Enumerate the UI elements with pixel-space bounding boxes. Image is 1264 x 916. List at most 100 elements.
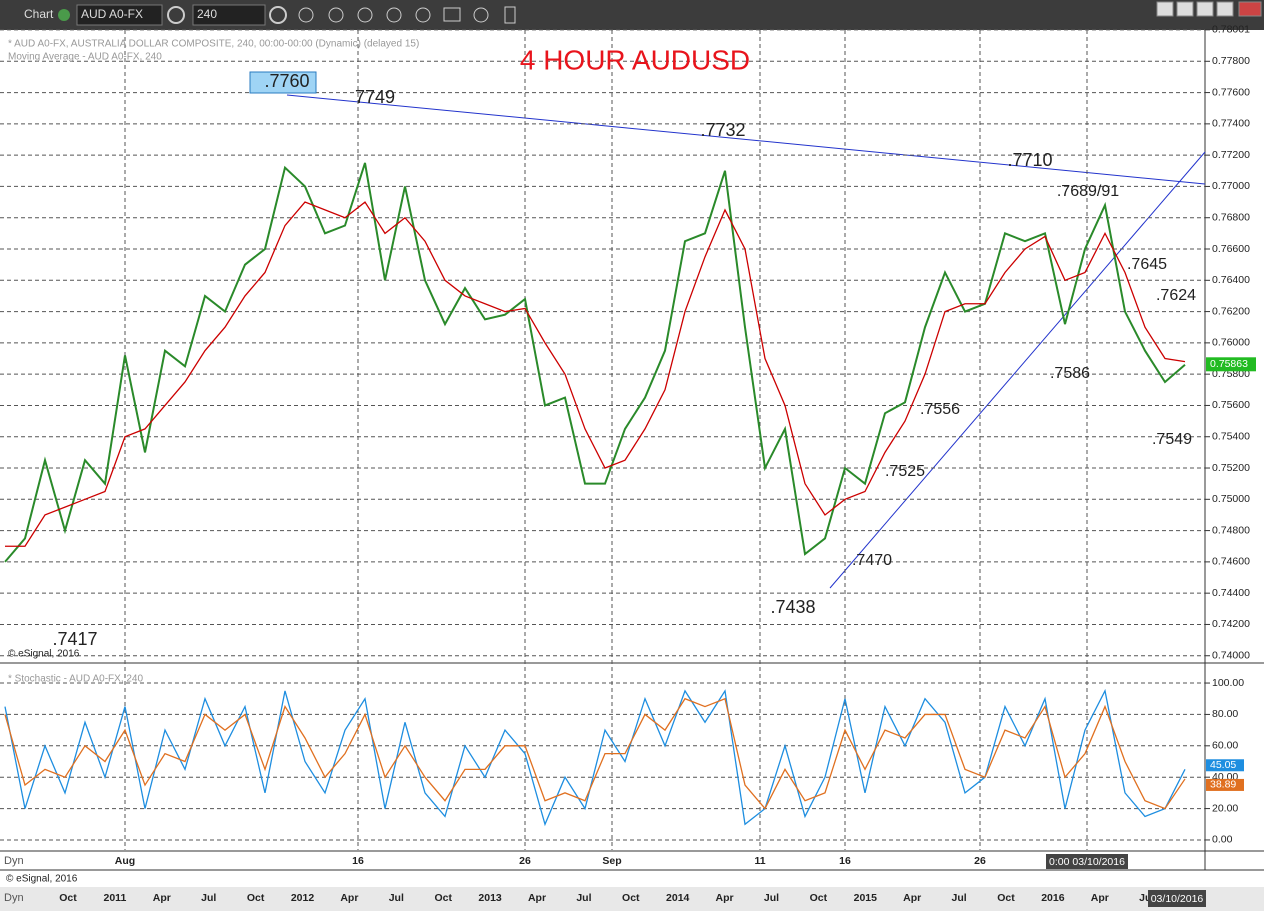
- refresh-button[interactable]: [328, 7, 344, 23]
- comment-button[interactable]: [443, 7, 461, 22]
- price-annotation: .7586: [1050, 365, 1090, 382]
- y-tick-label: 0.74800: [1212, 524, 1250, 536]
- y-tick-label: 0.74200: [1212, 618, 1250, 630]
- y-tick-label: 20.00: [1212, 802, 1238, 814]
- status-bar: [0, 887, 1264, 911]
- series-line: [4, 688, 1186, 827]
- y-tick-label: 0.77000: [1212, 180, 1250, 192]
- date-label: Oct: [247, 892, 265, 904]
- price-annotation: .7525: [885, 463, 925, 480]
- settings-button[interactable]: [167, 6, 185, 24]
- y-tick-label: 0.75200: [1212, 462, 1250, 474]
- y-tick-label: 0.75400: [1212, 431, 1250, 443]
- price-annotation: .7470: [852, 552, 892, 569]
- panel-header: * Stochastic - AUD A0-FX, 240: [8, 674, 143, 685]
- time-label: Aug: [115, 855, 135, 867]
- cursor-time-label: 0:00 03/10/2016: [1049, 856, 1125, 868]
- last-value-tag: [1206, 778, 1244, 791]
- time-label: 26: [519, 855, 531, 867]
- help-button[interactable]: [1156, 1, 1174, 17]
- y-tick-label: 0.78001: [1212, 24, 1250, 36]
- series-line: [4, 697, 1186, 810]
- y-tick-label: 0.76600: [1212, 243, 1250, 255]
- date-label: Jul: [201, 892, 216, 904]
- cursor-time-box: [1046, 854, 1128, 869]
- play-button[interactable]: [357, 7, 373, 23]
- draw-button[interactable]: [298, 7, 314, 23]
- cursor-date-box: [1148, 890, 1206, 907]
- price-annotation: .7760: [264, 71, 309, 91]
- restore-button[interactable]: [1196, 1, 1214, 17]
- date-label: Apr: [153, 892, 171, 904]
- price-annotation: .7417: [52, 629, 97, 649]
- date-label: Jul: [952, 892, 967, 904]
- twitter-button[interactable]: [473, 7, 489, 23]
- last-value-label: 38.89: [1210, 779, 1236, 791]
- date-label: Oct: [997, 892, 1015, 904]
- close-button[interactable]: [1238, 1, 1262, 17]
- y-tick-label: 60.00: [1212, 740, 1238, 752]
- price-annotation: .7645: [1127, 256, 1167, 273]
- y-tick-label: 0.76200: [1212, 305, 1250, 317]
- y-tick-label: 0.77400: [1212, 118, 1250, 130]
- interval-box[interactable]: [192, 4, 266, 26]
- date-label: Jul: [576, 892, 591, 904]
- series-line: [5, 201, 1186, 547]
- interval-input[interactable]: 240: [197, 7, 217, 21]
- date-label: Oct: [810, 892, 828, 904]
- y-tick-label: 0.77200: [1212, 149, 1250, 161]
- y-tick-label: 0.75000: [1212, 493, 1250, 505]
- date-label: 2012: [291, 892, 315, 904]
- date-label: Apr: [716, 892, 734, 904]
- copyright: © eSignal, 2016: [8, 649, 80, 660]
- y-tick-label: 100.00: [1212, 677, 1244, 689]
- date-label: 2011: [104, 892, 127, 904]
- y-tick-label: 0.74600: [1212, 556, 1250, 568]
- date-label: Oct: [622, 892, 640, 904]
- toolbar-bg: [0, 0, 1264, 30]
- panel-header: * AUD A0-FX, AUSTRALIA DOLLAR COMPOSITE,…: [8, 39, 419, 50]
- time-label: 16: [839, 855, 851, 867]
- date-label: Apr: [340, 892, 358, 904]
- date-label: 2014: [666, 892, 690, 904]
- date-label: 2013: [478, 892, 502, 904]
- panel-subheader: Moving Average - AUD A0-FX, 240: [8, 52, 162, 63]
- y-tick-label: 0.77800: [1212, 55, 1250, 67]
- price-annotation: .7438: [770, 597, 815, 617]
- maximize-button[interactable]: [1216, 1, 1234, 17]
- y-tick-label: 0.74000: [1212, 650, 1250, 662]
- date-label: Apr: [528, 892, 546, 904]
- last-value-label: 45.05: [1210, 759, 1236, 771]
- minimize-button[interactable]: [1176, 1, 1194, 17]
- y-tick-label: 0.76800: [1212, 212, 1250, 224]
- y-tick-label: 0.77600: [1212, 86, 1250, 98]
- time-button[interactable]: [269, 6, 287, 24]
- status-copyright: © eSignal, 2016: [6, 874, 78, 885]
- dyn-label: Dyn: [4, 892, 24, 904]
- y-tick-label: 80.00: [1212, 708, 1238, 720]
- facebook-button[interactable]: [504, 6, 516, 24]
- symbol-box[interactable]: [76, 4, 163, 26]
- last-value-tag: [1206, 759, 1244, 772]
- price-annotation: .7689/91: [1057, 183, 1119, 200]
- dyn-label: Dyn: [4, 855, 24, 867]
- y-tick-label: 0.75600: [1212, 399, 1250, 411]
- date-label: Jul: [764, 892, 779, 904]
- price-annotation: .7624: [1156, 287, 1196, 304]
- symbol-input[interactable]: AUD A0-FX: [81, 7, 143, 21]
- chart-title: 4 HOUR AUDUSD: [520, 44, 750, 75]
- annotation-box: [249, 71, 317, 94]
- price-annotation: .7549: [1152, 431, 1192, 448]
- y-tick-label: 0.76000: [1212, 337, 1250, 349]
- date-label: Jul: [389, 892, 404, 904]
- tool-button[interactable]: [415, 7, 431, 23]
- zoom-button[interactable]: [386, 7, 402, 23]
- date-label: 2016: [1041, 892, 1065, 904]
- y-tick-label: 0.74400: [1212, 587, 1250, 599]
- time-label: 11: [754, 855, 765, 867]
- link-button[interactable]: [58, 9, 70, 21]
- resistance-trendline: [286, 94, 1206, 185]
- price-annotation: .7732: [700, 120, 745, 140]
